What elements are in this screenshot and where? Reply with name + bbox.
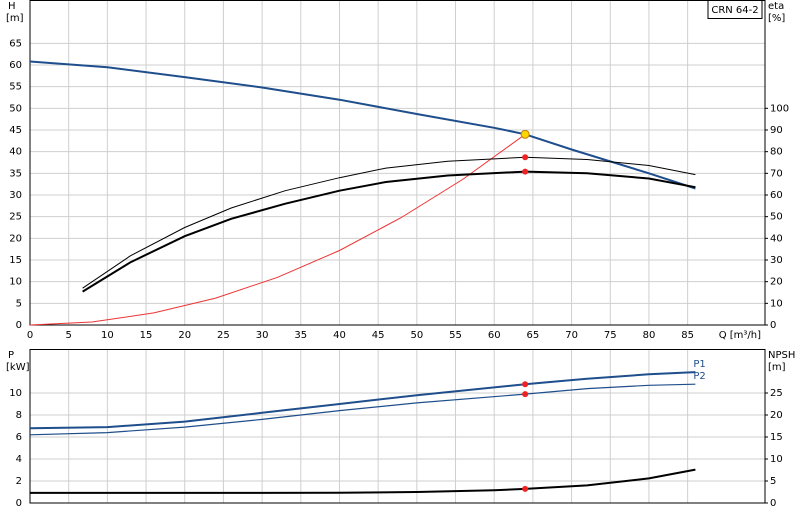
plot-frame xyxy=(29,0,766,326)
y2-axis-title: eta xyxy=(768,1,784,12)
duty-point xyxy=(522,391,529,398)
series-label: P2 xyxy=(693,371,705,382)
y-tick-label: 10 xyxy=(9,388,22,399)
x-tick-label: 80 xyxy=(643,330,656,341)
y2-tick-label: 15 xyxy=(770,432,783,443)
y2-axis-unit: [m] xyxy=(768,362,786,373)
y2-tick-label: 90 xyxy=(770,125,783,136)
y2-tick-label: 70 xyxy=(770,168,783,179)
series-line xyxy=(29,60,696,190)
x-tick-label: 25 xyxy=(217,330,230,341)
x-tick-label: 75 xyxy=(604,330,617,341)
y-tick-label: 35 xyxy=(9,168,22,179)
y2-tick-label: 10 xyxy=(770,298,783,309)
duty-point xyxy=(522,381,529,388)
y-axis-title: H xyxy=(8,1,16,12)
x-tick-label: 45 xyxy=(372,330,385,341)
series-line xyxy=(29,371,696,430)
x-tick-label: 70 xyxy=(565,330,578,341)
x-tick-label: 5 xyxy=(65,330,71,341)
y-tick-label: 8 xyxy=(16,410,22,421)
y-axis-title: P xyxy=(8,350,14,361)
x-tick-label: 60 xyxy=(488,330,501,341)
series-line xyxy=(82,170,696,293)
x-tick-label: 50 xyxy=(410,330,423,341)
y-tick-label: 25 xyxy=(9,212,22,223)
y-tick-label: 55 xyxy=(9,82,22,93)
y-tick-label: 6 xyxy=(16,432,22,443)
x-tick-label: 15 xyxy=(140,330,153,341)
x-tick-label: 40 xyxy=(333,330,346,341)
x-tick-label: 65 xyxy=(527,330,540,341)
x-tick-label: 0 xyxy=(27,330,33,341)
y2-axis-title: NPSH xyxy=(768,350,795,361)
x-tick-label: 35 xyxy=(294,330,307,341)
y2-tick-label: 10 xyxy=(770,454,783,465)
y-tick-label: 50 xyxy=(9,103,22,114)
y2-tick-label: 80 xyxy=(770,147,783,158)
y-tick-label: 45 xyxy=(9,125,22,136)
y2-tick-label: 25 xyxy=(770,388,783,399)
y2-tick-label: 60 xyxy=(770,190,783,201)
y2-tick-label: 30 xyxy=(770,255,783,266)
y-tick-label: 65 xyxy=(9,38,22,49)
y-tick-label: 30 xyxy=(9,190,22,201)
y-tick-label: 60 xyxy=(9,60,22,71)
series-line xyxy=(30,468,696,494)
duty-point xyxy=(522,168,529,175)
duty-point xyxy=(522,154,529,161)
y2-tick-label: 40 xyxy=(770,233,783,244)
x-tick-label: 85 xyxy=(681,330,694,341)
y-axis-unit: [kW] xyxy=(6,362,30,373)
y-tick-label: 40 xyxy=(9,147,22,158)
y-tick-label: 10 xyxy=(9,277,22,288)
y2-tick-label: 0 xyxy=(770,320,776,331)
y2-tick-label: 5 xyxy=(770,476,776,487)
y-tick-label: 5 xyxy=(16,298,22,309)
y2-tick-label: 20 xyxy=(770,277,783,288)
y-tick-label: 4 xyxy=(16,454,22,465)
y2-tick-label: 20 xyxy=(770,410,783,421)
plot-frame xyxy=(29,349,766,504)
pump-label: CRN 64-2 xyxy=(711,5,758,16)
y-tick-label: 15 xyxy=(9,255,22,266)
duty-point xyxy=(520,129,530,139)
x-tick-label: 55 xyxy=(449,330,462,341)
series-line xyxy=(29,383,696,436)
y2-tick-label: 0 xyxy=(770,498,776,509)
series-line xyxy=(29,133,526,326)
y-tick-label: 2 xyxy=(16,476,22,487)
y-axis-unit: [m] xyxy=(6,13,24,24)
y-tick-label: 0 xyxy=(16,498,22,509)
x-axis-title: Q [m³/h] xyxy=(719,330,761,341)
series-label: P1 xyxy=(693,359,705,370)
y-tick-label: 20 xyxy=(9,233,22,244)
duty-point xyxy=(522,485,529,492)
y2-tick-label: 50 xyxy=(770,212,783,223)
y2-axis-unit: [%] xyxy=(768,13,785,24)
y-tick-label: 0 xyxy=(16,320,22,331)
y2-tick-label: 100 xyxy=(770,103,789,114)
series-line xyxy=(82,156,696,289)
x-tick-label: 30 xyxy=(256,330,269,341)
x-tick-label: 20 xyxy=(178,330,191,341)
x-tick-label: 10 xyxy=(101,330,114,341)
